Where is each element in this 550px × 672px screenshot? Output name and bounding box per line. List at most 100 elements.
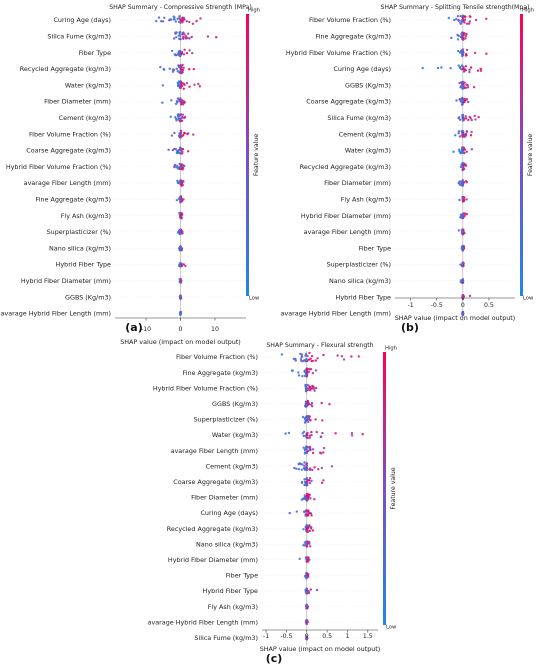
shap-point [163, 16, 166, 19]
shap-point [312, 387, 316, 390]
shap-point [170, 49, 174, 53]
shap-point [458, 180, 461, 183]
feature-label: Hybrid Fiber Volume Fraction (%) [153, 384, 258, 392]
shap-point [305, 415, 308, 418]
shap-point [292, 357, 295, 360]
shap-point [180, 67, 183, 71]
shap-point [304, 510, 307, 513]
shap-point [310, 430, 313, 434]
shap-point [320, 466, 324, 470]
feature-label: Superplasticizer (%) [47, 228, 111, 236]
shap-point [328, 403, 331, 406]
shap-point [181, 179, 184, 183]
shap-point [460, 183, 463, 186]
shap-point [179, 311, 182, 314]
shap-point [459, 22, 463, 25]
shap-point [179, 129, 183, 132]
shap-point [461, 130, 464, 134]
shap-point [297, 463, 300, 466]
shap-point [308, 434, 311, 437]
shap-point [465, 198, 468, 201]
shap-point [301, 374, 304, 378]
shap-point [199, 17, 202, 20]
shap-point [301, 415, 305, 419]
shap-panel-2: SHAP Summary - Splitting Tensile strengt… [281, 4, 534, 334]
shap-point [357, 355, 360, 358]
shap-point [171, 68, 175, 71]
shap-point [300, 481, 304, 485]
shap-point [456, 15, 460, 18]
shap-point [458, 148, 461, 151]
shap-point [307, 591, 311, 595]
shap-point [184, 264, 187, 268]
shap-point [305, 576, 308, 579]
shap-point [464, 117, 468, 120]
shap-point [458, 135, 462, 138]
x-tick-label: 0.5 [322, 633, 332, 640]
shap-point [305, 621, 308, 625]
feature-label: Cement (kg/m3) [206, 462, 258, 470]
shap-point [321, 431, 324, 435]
shap-point [304, 588, 307, 592]
x-axis-label: SHAP value (impact on model output) [395, 314, 516, 322]
shap-point [300, 355, 304, 358]
shap-point [303, 478, 306, 481]
feature-label: Curing Age (days) [333, 65, 391, 73]
feature-label: Coarse Aggregate (kg/m3) [26, 147, 111, 155]
shap-point [461, 16, 465, 19]
shap-point [313, 498, 316, 501]
shap-point [300, 468, 303, 471]
shap-point [306, 540, 309, 543]
shap-point [307, 526, 310, 529]
shap-point [284, 432, 287, 435]
shap-point [461, 311, 464, 314]
feature-label: Coarse Aggregate (kg/m3) [306, 98, 391, 106]
shap-point [181, 16, 184, 20]
shap-point [460, 100, 463, 104]
shap-point [161, 101, 164, 104]
shap-point [310, 355, 314, 358]
colorbar [520, 14, 523, 296]
shap-point [465, 181, 468, 184]
x-tick-label: 0 [461, 302, 465, 309]
shap-point [461, 49, 464, 52]
shap-point [179, 297, 182, 300]
shap-point [454, 134, 457, 137]
shap-point [322, 446, 326, 450]
shap-point [307, 418, 311, 421]
shap-point [350, 355, 353, 358]
shap-point [457, 117, 460, 120]
shap-point [155, 20, 158, 23]
shap-point [193, 83, 196, 86]
shap-point [176, 17, 179, 21]
shap-point [297, 468, 300, 471]
shap-point [463, 21, 466, 24]
shap-point [464, 15, 467, 18]
shap-point [174, 31, 177, 34]
shap-point [311, 468, 314, 472]
shap-point [180, 198, 184, 201]
shap-point [461, 37, 464, 40]
feature-label: Hybrid Fiber Type [336, 293, 392, 301]
x-tick-label: -10 [141, 326, 151, 333]
shap-point [303, 369, 307, 372]
shap-point [461, 279, 464, 283]
shap-point [303, 448, 306, 452]
feature-label: Fiber Volume Fraction (%) [176, 353, 258, 361]
shap-point [465, 98, 469, 101]
shap-point [477, 116, 480, 119]
shap-point [305, 573, 309, 576]
shap-point [306, 399, 309, 403]
shap-point [185, 82, 189, 85]
shap-point [295, 510, 298, 513]
shap-point [306, 479, 309, 482]
shap-point [472, 86, 476, 89]
shap-point [309, 588, 312, 591]
x-tick-label: -0.5 [431, 302, 443, 309]
shap-point [298, 557, 301, 560]
shap-point [183, 48, 186, 51]
shap-point [421, 66, 424, 70]
shap-point [459, 215, 462, 219]
shap-point [304, 354, 307, 357]
panel-label: (a) [125, 321, 142, 334]
